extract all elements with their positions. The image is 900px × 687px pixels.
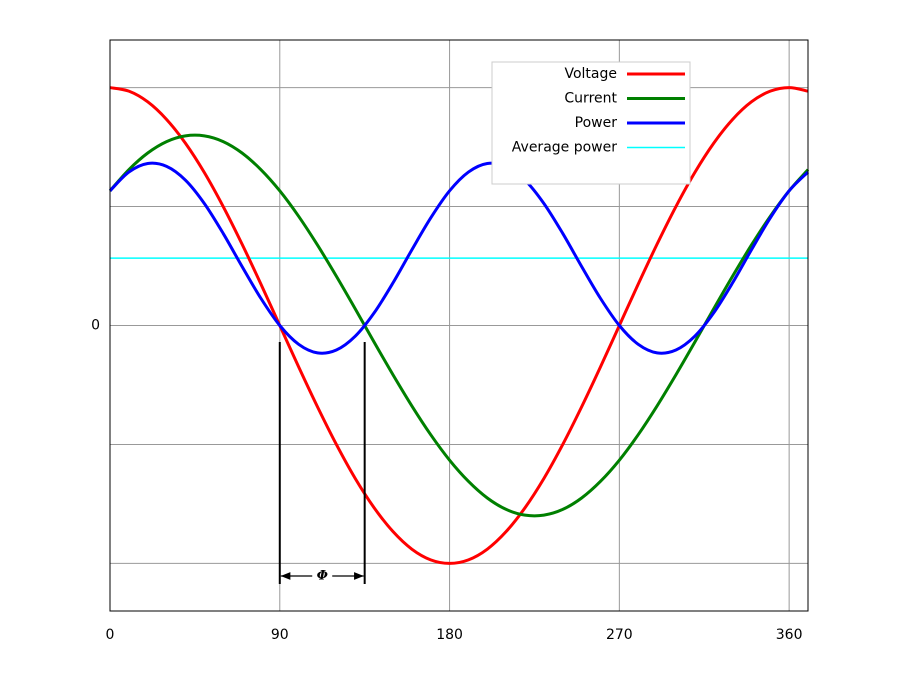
x-tick-label: 90 <box>271 627 289 643</box>
series-line <box>109 86 809 565</box>
y-tick-label: 0 <box>91 318 100 334</box>
x-tick-label: 180 <box>436 627 463 643</box>
legend-label: Current <box>564 91 617 107</box>
legend-label: Average power <box>512 140 617 156</box>
series-line <box>108 133 810 518</box>
legend: Voltage Current Power Average power <box>491 61 691 185</box>
plot-frame <box>109 39 809 612</box>
legend-label: Power <box>575 115 618 131</box>
x-tick-label: 360 <box>776 627 803 643</box>
phase-label: Φ <box>317 569 329 584</box>
series-line <box>108 161 810 355</box>
x-tick-label: 270 <box>606 627 633 643</box>
x-tick-label: 0 <box>106 627 115 643</box>
legend-label: Voltage <box>564 66 617 82</box>
